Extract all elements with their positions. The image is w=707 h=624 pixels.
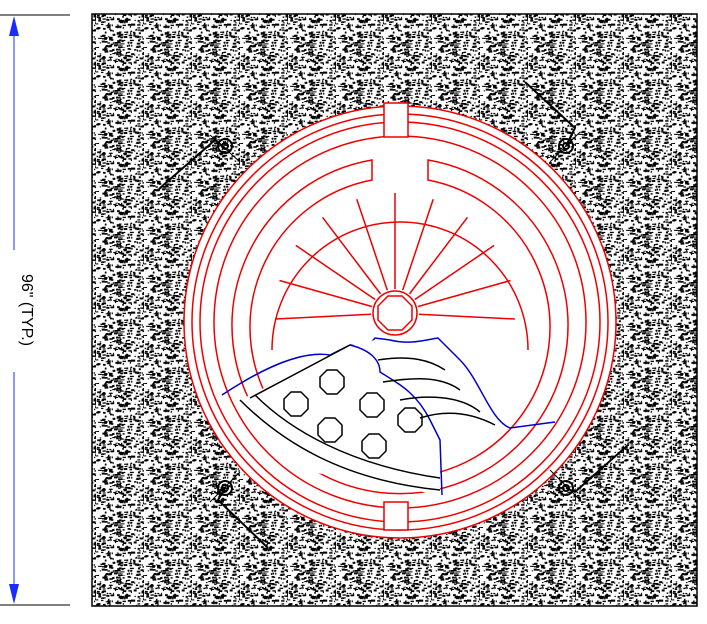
arc	[419, 412, 496, 426]
bolt	[217, 138, 233, 154]
spoke	[408, 216, 469, 295]
spoke	[401, 199, 434, 291]
arc	[254, 394, 441, 479]
spoke	[275, 313, 372, 320]
bolt-line	[549, 469, 581, 501]
cutaway-detail	[239, 344, 496, 491]
spoke	[279, 279, 373, 308]
dimension	[0, 14, 70, 606]
vent-hole	[359, 392, 385, 418]
dimension-label: 96" (TYP.)	[18, 274, 35, 346]
cut-line	[349, 344, 443, 496]
spoke	[321, 216, 382, 295]
bolt	[562, 484, 570, 492]
bolt-line	[209, 134, 241, 163]
lug	[383, 102, 409, 138]
bolt-line	[209, 471, 241, 503]
bolt	[558, 138, 574, 154]
vent-hole	[319, 369, 345, 395]
bolt	[562, 142, 570, 150]
hub-ring	[372, 290, 418, 336]
bolt	[221, 484, 229, 492]
arc	[382, 378, 461, 391]
spoke	[414, 244, 495, 301]
lug	[383, 501, 409, 531]
bolt-line	[549, 131, 581, 163]
vent-hole	[283, 391, 309, 417]
vent-holes	[283, 369, 423, 459]
grate-arc	[271, 221, 529, 351]
arc	[399, 396, 481, 413]
arrow	[9, 16, 19, 36]
arc	[239, 399, 441, 491]
vent-hole	[317, 417, 343, 443]
vent-hole	[397, 407, 423, 433]
bolt	[558, 480, 574, 496]
arc	[377, 357, 446, 371]
edge	[249, 344, 351, 399]
bolt	[217, 480, 233, 496]
hub	[377, 295, 413, 331]
cut-line	[221, 337, 556, 429]
spoke	[295, 244, 376, 301]
spoke	[417, 279, 511, 308]
rebar	[216, 487, 269, 549]
spoke	[418, 313, 515, 320]
spoke	[356, 199, 389, 291]
anchors	[159, 81, 629, 549]
arrow	[9, 584, 19, 604]
vent-hole	[361, 433, 387, 459]
